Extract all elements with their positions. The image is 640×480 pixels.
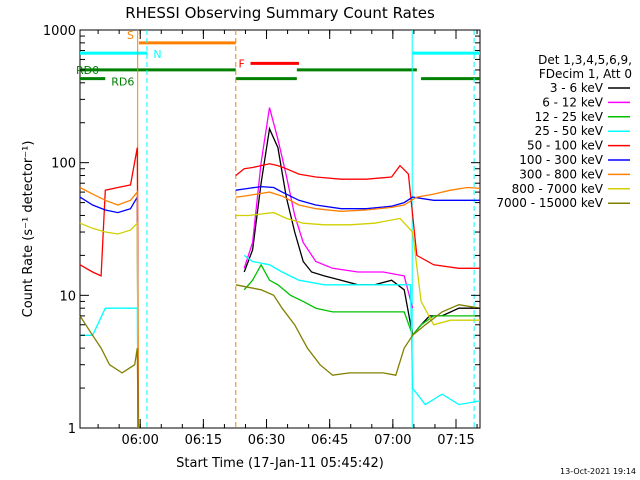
- series-line-7: [235, 186, 481, 212]
- x-tick-label: 07:00: [374, 433, 411, 448]
- flag-label-f: F: [239, 57, 245, 70]
- series-line-2: [243, 107, 414, 309]
- series-line-3: [243, 263, 480, 337]
- series-line-5: [79, 147, 140, 429]
- legend: Det 1,3,4,5,6,9, FDecim 1, Att 0 3 - 6 k…: [496, 53, 632, 210]
- y-tick-label: 1: [68, 422, 76, 437]
- legend-label: 6 - 12 keV: [542, 95, 604, 109]
- series-line-5: [235, 163, 480, 269]
- x-tick-label: 06:45: [311, 433, 348, 448]
- series-line-8: [79, 221, 139, 429]
- series-line-6: [235, 185, 480, 210]
- plot-frame: [79, 29, 481, 429]
- series-line-4: [243, 254, 481, 406]
- legend-label: 300 - 800 keV: [519, 167, 603, 181]
- x-tick-label: 06:30: [248, 433, 285, 448]
- y-axis-label: Count Rate (s⁻¹ detector⁻¹): [21, 141, 36, 318]
- series-line-7: [79, 186, 139, 429]
- flag-label-n: N: [153, 48, 161, 61]
- axes: 1 10 100 1000 06:00 06:15 06:30 06:45 07:00 07:15: [43, 24, 480, 448]
- footer-date: 13-Oct-2021 19:14: [560, 467, 636, 476]
- legend-label: 12 - 25 keV: [535, 110, 604, 124]
- y-tick-label: 100: [51, 157, 76, 172]
- x-axis-label: Start Time (17-Jan-11 05:45:42): [176, 456, 384, 471]
- x-tick-label: 06:15: [185, 433, 222, 448]
- status-flags: S N F RD0 RD6: [76, 29, 480, 89]
- legend-label: 800 - 7000 keV: [512, 182, 604, 196]
- series-lines: [79, 107, 481, 429]
- x-tick-label: 06:00: [121, 433, 158, 448]
- vertical-markers: [137, 30, 475, 428]
- y-tick-label: 10: [59, 289, 76, 304]
- series-line-9: [235, 284, 481, 376]
- flag-label-s: S: [127, 29, 134, 42]
- y-tick-label: 1000: [43, 24, 76, 39]
- legend-header-line-1: Det 1,3,4,5,6,9,: [538, 53, 632, 67]
- legend-label: 100 - 300 keV: [519, 153, 603, 167]
- legend-label: 50 - 100 keV: [527, 139, 604, 153]
- series-line-6: [79, 194, 139, 429]
- flag-label-rd0: RD0: [76, 64, 99, 77]
- legend-label: 25 - 50 keV: [535, 124, 604, 138]
- legend-label: 3 - 6 keV: [550, 81, 604, 95]
- chart-title: RHESSI Observing Summary Count Rates: [125, 4, 435, 22]
- series-line-8: [235, 211, 480, 326]
- flag-label-rd6: RD6: [111, 76, 134, 89]
- legend-header-line-2: FDecim 1, Att 0: [539, 67, 632, 81]
- x-tick-label: 07:15: [437, 433, 474, 448]
- series-line-1: [243, 126, 480, 337]
- legend-label: 7000 - 15000 keV: [496, 196, 603, 210]
- series-line-9: [79, 315, 139, 429]
